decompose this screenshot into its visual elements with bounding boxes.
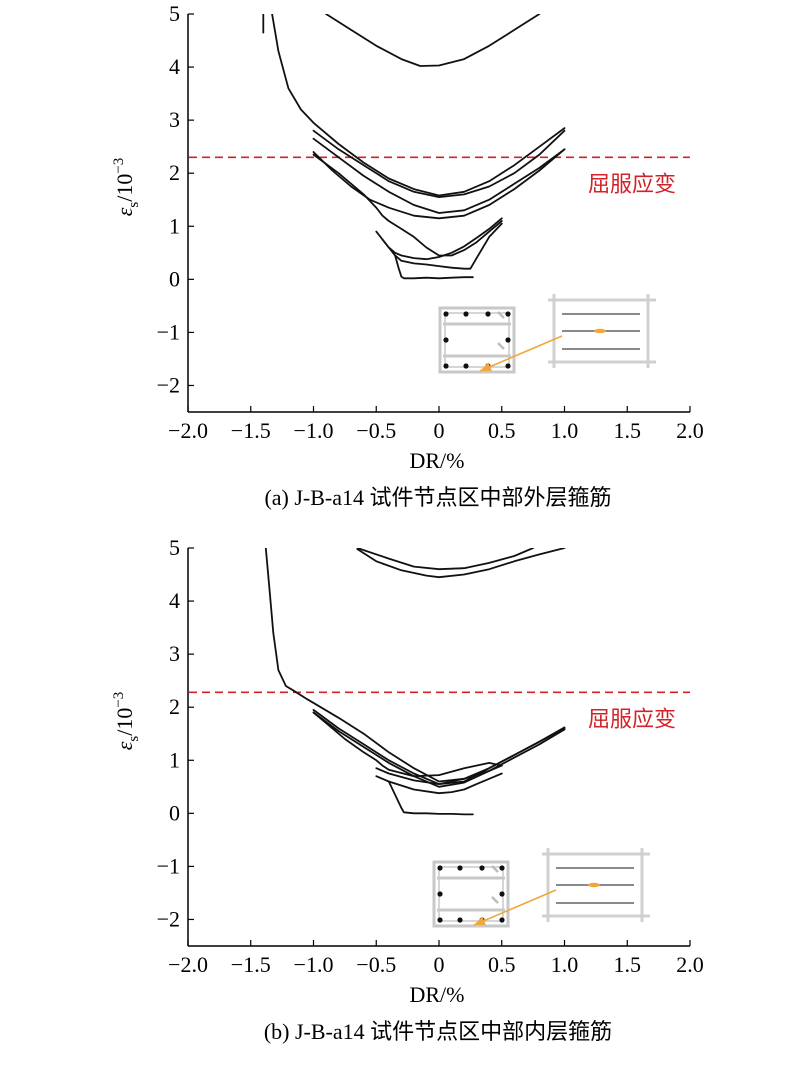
column-section-icon bbox=[438, 306, 516, 374]
y-tick-label: −1 bbox=[157, 319, 180, 344]
y-tick-label: 0 bbox=[169, 800, 180, 825]
chart-svg-b: −2 −1 0 1 2 3 4 5 −2.0 −1.5 −1.0 −0.5 0 0.5 1.0 1.5 2.0 D… bbox=[111, 535, 704, 1044]
x-tick-label: 0 bbox=[434, 418, 445, 443]
strain-curve-7 bbox=[312, 153, 503, 257]
figure-caption-b: (b) J-B-a14 试件节点区中部内层箍筋 bbox=[264, 1019, 612, 1044]
strain-curve-9 bbox=[381, 222, 503, 270]
y-tick-label: 3 bbox=[169, 107, 180, 132]
x-axis-label: DR/% bbox=[410, 448, 465, 473]
x-axis-label: DR/% bbox=[410, 982, 465, 1007]
chart-svg-a: −2 −1 0 1 2 3 4 5 −2.0 −1.5 −1.0 −0.5 0 0.5 1.0 1.5 2.0 D… bbox=[111, 1, 704, 510]
strain-curve-9 bbox=[387, 780, 474, 816]
strain-curve-4 bbox=[312, 129, 566, 199]
y-tick-label: 1 bbox=[169, 747, 180, 772]
x-tick-label: −0.5 bbox=[356, 952, 396, 977]
strain-curve-6 bbox=[312, 148, 566, 220]
x-tick-label: −1.0 bbox=[294, 418, 334, 443]
x-tick-label: 2.0 bbox=[676, 418, 704, 443]
x-tick-label: 0 bbox=[434, 952, 445, 977]
strain-curve-2 bbox=[356, 548, 534, 571]
pointer-arrow-icon bbox=[473, 889, 557, 926]
svg-text:εs/10−3: εs/10−3 bbox=[111, 692, 142, 751]
strain-curve-5 bbox=[312, 137, 566, 214]
chart-panel-a: −2 −1 0 1 2 3 4 5 −2.0 −1.5 −1.0 −0.5 0 0.5 1.0 1.5 2.0 D… bbox=[111, 1, 704, 510]
y-tick-label: 4 bbox=[169, 54, 180, 79]
structure-inset-b bbox=[432, 848, 650, 928]
strain-curve-8 bbox=[375, 772, 503, 795]
svg-text:εs/10−3: εs/10−3 bbox=[111, 158, 142, 217]
x-tick-label: 1.5 bbox=[614, 952, 642, 977]
x-tick-label: 0.5 bbox=[488, 952, 516, 977]
pointer-arrow-icon bbox=[479, 335, 563, 372]
x-tick-label: 1.0 bbox=[551, 952, 579, 977]
strain-gauge-icon bbox=[588, 882, 600, 888]
y-tick-label: 0 bbox=[169, 266, 180, 291]
y-tick-label: 4 bbox=[169, 588, 180, 613]
x-tick-label: −0.5 bbox=[356, 418, 396, 443]
x-tick-label: −1.0 bbox=[294, 952, 334, 977]
strain-curve-3 bbox=[356, 548, 566, 579]
strain-gauge-icon bbox=[594, 328, 606, 334]
hysteresis-curves bbox=[262, 14, 566, 280]
strain-curve-5 bbox=[312, 711, 566, 788]
yield-strain-label: 屈服应变 bbox=[588, 172, 676, 197]
x-tick-label: −2.0 bbox=[168, 418, 208, 443]
beam-column-elevation bbox=[548, 294, 656, 368]
x-tick-label: −2.0 bbox=[168, 952, 208, 977]
y-tick-label: −2 bbox=[157, 372, 180, 397]
y-tick-label: −2 bbox=[157, 906, 180, 931]
figure-caption-a: (a) J-B-a14 试件节点区中部外层箍筋 bbox=[264, 485, 611, 510]
chart-panel-b: −2 −1 0 1 2 3 4 5 −2.0 −1.5 −1.0 −0.5 0 0.5 1.0 1.5 2.0 D… bbox=[0, 534, 800, 1068]
x-tick-label: 0.5 bbox=[488, 418, 516, 443]
x-tick-label: −1.5 bbox=[231, 952, 271, 977]
y-tick-label: 1 bbox=[169, 213, 180, 238]
strain-curve-7 bbox=[375, 764, 503, 786]
x-tick-label: −1.5 bbox=[231, 418, 271, 443]
yield-strain-label: 屈服应变 bbox=[588, 707, 676, 732]
column-section-icon bbox=[432, 860, 510, 928]
y-axis-label: εs/10−3 bbox=[111, 158, 142, 217]
hysteresis-curves bbox=[264, 548, 566, 816]
y-axis-label: εs/10−3 bbox=[111, 692, 142, 751]
structure-inset-a bbox=[438, 294, 656, 374]
y-tick-label: 5 bbox=[169, 1, 180, 26]
y-tick-label: 5 bbox=[169, 535, 180, 560]
x-tick-label: 2.0 bbox=[676, 952, 704, 977]
y-tick-label: −1 bbox=[157, 853, 180, 878]
y-tick-label: 2 bbox=[169, 694, 180, 719]
strain-curve-10 bbox=[394, 254, 474, 280]
strain-curve-6 bbox=[312, 711, 503, 778]
x-tick-label: 1.5 bbox=[614, 418, 642, 443]
strain-curve-2 bbox=[271, 14, 566, 197]
y-tick-label: 2 bbox=[169, 160, 180, 185]
beam-column-elevation bbox=[542, 848, 650, 922]
strain-curve-1 bbox=[264, 548, 566, 783]
y-tick-label: 3 bbox=[169, 641, 180, 666]
strain-curve-4 bbox=[312, 708, 566, 786]
x-tick-label: 1.0 bbox=[551, 418, 579, 443]
strain-curve-3 bbox=[325, 14, 541, 67]
